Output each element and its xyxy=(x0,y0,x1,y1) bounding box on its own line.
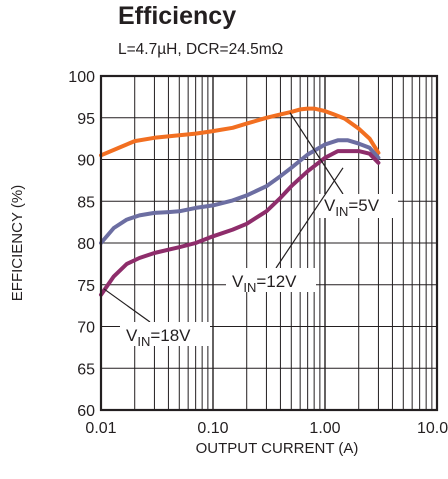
chart-title: Efficiency xyxy=(118,2,237,30)
annotation-leader-2 xyxy=(103,288,151,323)
x-tick-label: 10.00 xyxy=(417,420,448,437)
y-tick-label: 85 xyxy=(77,194,95,211)
annotation-background-0 xyxy=(318,194,398,218)
x-axis-label: OUTPUT CURRENT (A) xyxy=(196,440,359,457)
chart-subtitle: L=4.7µH, DCR=24.5mΩ xyxy=(118,41,284,58)
series-label-sub: IN xyxy=(335,204,348,219)
series-line-1 xyxy=(99,138,381,245)
x-tick-label: 0.01 xyxy=(85,420,116,437)
series-line-0 xyxy=(99,106,381,158)
y-tick-label: 60 xyxy=(77,403,95,420)
grid xyxy=(101,76,437,410)
series-label-0: VIN=5V xyxy=(324,196,380,219)
series-label-main: V xyxy=(324,196,336,215)
y-tick-label: 65 xyxy=(77,361,95,378)
series-label-sub: IN xyxy=(243,280,256,295)
series-label-rest: =12V xyxy=(256,272,297,291)
series-label-sub: IN xyxy=(137,334,150,349)
series-label-main: V xyxy=(232,272,244,291)
y-tick-label: 95 xyxy=(77,111,95,128)
x-tick-label: 1.00 xyxy=(309,420,340,437)
y-tick-label: 75 xyxy=(77,278,95,295)
y-tick-label: 100 xyxy=(68,69,95,86)
series-lines xyxy=(99,106,381,297)
series-label-1: VIN=12V xyxy=(232,272,297,295)
series-label-2: VIN=18V xyxy=(126,326,191,349)
series-line-2 xyxy=(99,149,381,297)
y-tick-label: 90 xyxy=(77,153,95,170)
y-axis-label: EFFICIENCY (%) xyxy=(9,185,26,301)
y-tick-label: 80 xyxy=(77,236,95,253)
annotation-background-1 xyxy=(226,268,316,292)
annotation-background-2 xyxy=(120,322,210,346)
y-tick-label: 70 xyxy=(77,320,95,337)
series-label-main: V xyxy=(126,326,138,345)
plot-frame xyxy=(99,74,439,412)
tick-labels: 60 65 70 75 80 85 90 95 100 0.01 0.10 1.00 10.00 xyxy=(68,69,448,437)
annotation-leader-1 xyxy=(275,167,344,269)
series-label-rest: =5V xyxy=(348,196,379,215)
series-label-rest: =18V xyxy=(150,326,191,345)
x-tick-label: 0.10 xyxy=(197,420,228,437)
